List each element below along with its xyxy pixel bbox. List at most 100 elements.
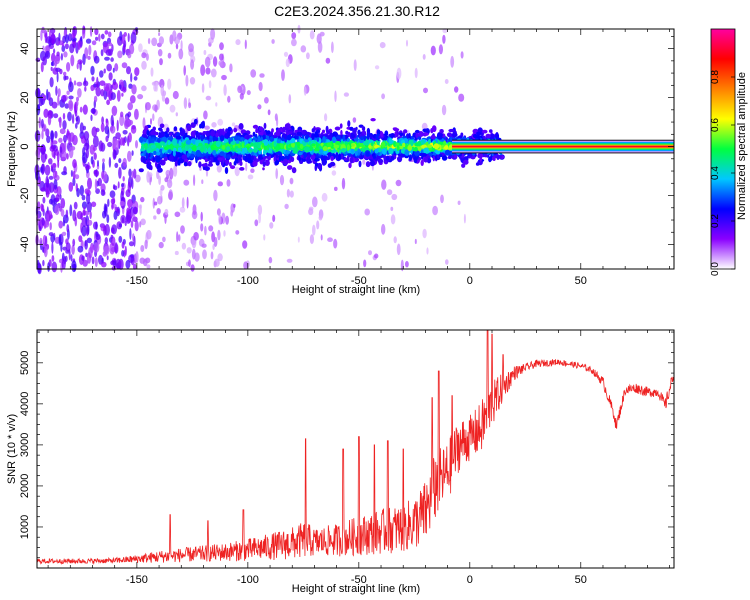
spectrogram-noise-cell bbox=[217, 181, 223, 187]
spectrogram-noise-cell bbox=[66, 62, 71, 72]
colorbar-tick-label: 0.6 bbox=[710, 118, 721, 132]
spectrogram-noise-cell bbox=[107, 31, 112, 38]
spectrogram-noise-cell bbox=[83, 131, 90, 141]
spectrogram-ridge-cell bbox=[495, 133, 500, 140]
spectrogram-noise-cell bbox=[93, 152, 97, 160]
spectrogram-ridge-cell bbox=[489, 129, 493, 133]
spectrogram-panel: -150 -100 -50 0 50 -40 -20 0 20 40 Height of str… bbox=[6, 24, 675, 296]
spectrogram-noise-cell bbox=[395, 179, 402, 187]
spectrogram-ridge-cell bbox=[252, 124, 259, 129]
spectrogram-noise-cell bbox=[210, 68, 217, 78]
spectrogram-ridge-cell bbox=[357, 129, 361, 136]
spectrogram-noise-cell bbox=[124, 119, 129, 130]
spectrogram-noise-cell bbox=[188, 102, 192, 109]
spectrogram-noise-cell bbox=[76, 62, 79, 70]
spectrogram-ridge-cell bbox=[321, 129, 326, 134]
spectrogram-noise-cell bbox=[70, 170, 73, 177]
spectrogram-noise-cell bbox=[96, 76, 99, 88]
spectrogram-ridge-cell bbox=[423, 147, 429, 154]
spectrogram-noise-cell bbox=[203, 110, 208, 120]
spectrogram-noise-cell bbox=[38, 116, 41, 129]
spectrogram-ridge-cell bbox=[221, 144, 226, 150]
spectrogram-ridge-cell bbox=[301, 157, 307, 162]
spectrogram-noise-cell bbox=[127, 150, 132, 162]
spectrogram-ridge-cell bbox=[159, 153, 163, 158]
spectrogram-noise-cell bbox=[121, 250, 125, 257]
spectrogram-ridge-cell bbox=[167, 149, 172, 154]
spectrogram-noise-cell bbox=[45, 175, 49, 188]
spectrogram-ridge-cell bbox=[253, 142, 260, 146]
spectrogram-ridge-cell bbox=[200, 121, 205, 129]
spectrogram-ridge-cell bbox=[449, 136, 453, 143]
spectrogram-noise-cell bbox=[100, 33, 105, 40]
spectrogram-ridge-cell bbox=[414, 129, 420, 134]
spectrogram-noise-cell bbox=[158, 175, 162, 185]
spectrogram-noise-cell bbox=[230, 209, 234, 217]
spectrogram-noise-cell bbox=[239, 93, 244, 100]
spectrogram-ridge-cell bbox=[258, 149, 262, 155]
spectrogram-ridge-cell bbox=[275, 145, 279, 152]
spectrogram-ridge-cell bbox=[269, 142, 273, 148]
colorbar-tick-label: 0.8 bbox=[710, 70, 721, 84]
spectrogram-ridge-cell bbox=[153, 150, 157, 156]
spectrogram-noise-cell bbox=[70, 54, 75, 67]
spectrogram-noise-cell bbox=[153, 83, 157, 92]
spectrogram-noise-cell bbox=[103, 245, 110, 256]
spectrogram-noise-cell bbox=[216, 164, 222, 173]
spectrogram-noise-cell bbox=[35, 57, 41, 62]
spectrogram-noise-cell bbox=[68, 81, 74, 93]
spectrogram-noise-cell bbox=[172, 90, 179, 100]
spectrogram-ridge-cell bbox=[225, 158, 230, 166]
spectrogram-noise-cell bbox=[442, 34, 446, 44]
spectrogram-noise-cell bbox=[114, 162, 119, 168]
spectrogram-ridge-cell bbox=[477, 153, 484, 159]
spectrogram-noise-cell bbox=[223, 230, 226, 237]
spectrogram-ridge-cell bbox=[160, 142, 164, 146]
spectrogram-ridge-cell bbox=[454, 154, 458, 159]
spectrogram-noise-cell bbox=[75, 122, 78, 129]
spectrogram-ridge-cell bbox=[201, 154, 204, 158]
spectrogram-noise-cell bbox=[289, 177, 294, 185]
spectrogram-ridge-cell bbox=[345, 130, 349, 135]
spectrogram-noise-cell bbox=[47, 114, 52, 126]
spectrogram-noise-cell bbox=[90, 84, 95, 92]
spectrogram-ridge-cell bbox=[241, 142, 245, 150]
spectrogram-noise-cell bbox=[44, 164, 51, 176]
spectrogram-ridge-cell bbox=[140, 153, 144, 157]
spectrogram-noise-cell bbox=[86, 252, 92, 264]
spectrogram-noise-cell bbox=[374, 65, 380, 70]
spectrogram-noise-cell bbox=[414, 67, 418, 79]
spectrogram-noise-cell bbox=[450, 55, 455, 68]
spectrogram-noise-cell bbox=[78, 235, 83, 243]
spectrogram-ridge-cell bbox=[190, 130, 196, 137]
spectrogram-noise-cell bbox=[159, 58, 163, 66]
spectrogram-ridge-cell bbox=[287, 165, 293, 170]
spectrogram-ridge-cell bbox=[148, 153, 151, 158]
spectrogram-ridge-cell bbox=[231, 155, 237, 159]
spectrogram-ridge-cell bbox=[377, 158, 384, 164]
spectrogram-noise-cell bbox=[130, 31, 137, 44]
spectrogram-noise-cell bbox=[165, 169, 171, 177]
spectrogram-noise-cell bbox=[131, 84, 137, 95]
spectrogram-ridge-cell bbox=[258, 126, 264, 131]
spectrogram-ridge-cell bbox=[244, 147, 248, 154]
spectrogram-noise-cell bbox=[105, 49, 112, 56]
spectrogram-noise-cell bbox=[127, 199, 134, 208]
spectrogram-noise-cell bbox=[146, 171, 151, 183]
spectrogram-ridge-cell bbox=[348, 162, 352, 169]
spectrogram-ridge-cell bbox=[490, 133, 495, 139]
spectrogram-ridge-cell bbox=[326, 142, 333, 147]
spectrogram-ridge-cell bbox=[183, 161, 188, 167]
spectrogram-noise-cell bbox=[445, 259, 449, 265]
spectrogram-ridge-cell bbox=[176, 152, 182, 158]
spectrogram-noise-cell bbox=[186, 196, 189, 209]
spectrogram-noise-cell bbox=[405, 261, 409, 268]
spectrogram-noise-cell bbox=[128, 254, 135, 263]
spectrogram-ridge-cell bbox=[207, 163, 213, 167]
spectrogram-noise-cell bbox=[110, 92, 116, 101]
spectrogram-noise-cell bbox=[62, 219, 66, 227]
spectrogram-ridge-cell bbox=[266, 144, 270, 151]
colorbar-label: Normalized spectral amplitude bbox=[736, 72, 748, 220]
spectrogram-noise-cell bbox=[65, 242, 71, 252]
spectrogram-ridge-cell bbox=[224, 133, 228, 139]
